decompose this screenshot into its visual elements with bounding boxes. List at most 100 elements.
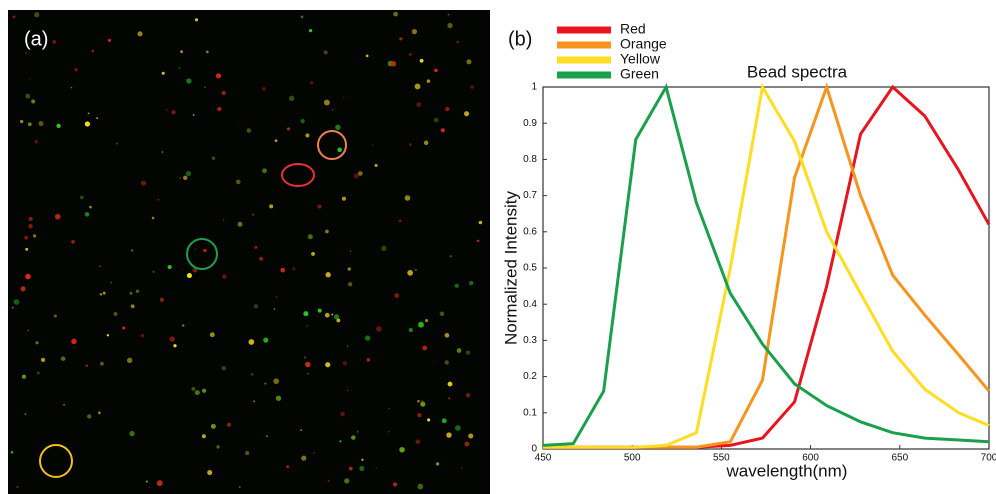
bead-dot xyxy=(313,452,315,454)
bead-dot xyxy=(427,418,431,422)
x-axis-label: wavelength(nm) xyxy=(726,461,848,480)
bead-dot xyxy=(13,299,20,305)
bead-dot xyxy=(116,142,118,145)
bead-dot xyxy=(317,204,322,209)
bead-dot xyxy=(36,371,40,375)
bead-dot xyxy=(292,267,296,271)
green-circle xyxy=(186,238,218,270)
bead-dot xyxy=(300,119,305,124)
bead-dot xyxy=(221,366,226,371)
bead-dot xyxy=(327,479,330,482)
x-tick-label: 650 xyxy=(891,453,908,464)
bead-dot xyxy=(317,308,322,313)
bead-dot xyxy=(286,127,291,131)
bead-dot xyxy=(32,234,37,238)
bead-dot xyxy=(346,345,349,347)
bead-dot xyxy=(417,413,422,418)
bead-dot xyxy=(422,345,428,351)
bead-dot xyxy=(445,106,450,112)
bead-dot xyxy=(122,326,126,330)
bead-dot xyxy=(456,348,462,353)
bead-dots xyxy=(10,11,483,490)
bead-dot xyxy=(440,128,445,133)
y-tick-label: 0.3 xyxy=(523,335,537,346)
bead-dot xyxy=(21,374,26,379)
bead-dot xyxy=(305,133,310,138)
bead-dot xyxy=(246,128,252,133)
bead-dot xyxy=(468,280,474,286)
bead-dot xyxy=(339,440,342,443)
bead-dot xyxy=(135,289,140,293)
bead-dot xyxy=(250,372,254,376)
bead-dot xyxy=(365,54,369,58)
bead-dot xyxy=(409,53,412,56)
bead-dot xyxy=(194,18,199,22)
bead-dot xyxy=(252,213,255,216)
bead-dot xyxy=(286,465,290,469)
bead-dot xyxy=(60,356,66,361)
bead-dot xyxy=(439,311,445,317)
bead-dot xyxy=(205,50,209,54)
bead-dot xyxy=(211,156,216,160)
bead-dot xyxy=(25,247,29,251)
bead-dot xyxy=(346,389,349,392)
bead-dot xyxy=(325,229,329,234)
bead-dot xyxy=(194,390,200,396)
bead-dot xyxy=(166,109,168,111)
bead-dot xyxy=(393,11,398,17)
bead-dot xyxy=(273,378,280,385)
bead-dot xyxy=(226,422,232,427)
bead-dot xyxy=(392,482,398,487)
bead-dot xyxy=(31,99,36,104)
bead-dot xyxy=(186,78,192,84)
bead-dot xyxy=(149,486,151,489)
x-tick-label: 500 xyxy=(624,453,641,464)
bead-dot xyxy=(342,96,345,99)
bead-dot xyxy=(183,175,188,180)
bead-dot xyxy=(40,357,46,363)
bead-dot xyxy=(340,411,345,417)
bead-dot xyxy=(87,112,90,115)
bead-dot xyxy=(466,393,471,398)
bead-dot xyxy=(102,291,106,295)
bead-dot xyxy=(325,272,331,278)
bead-dot xyxy=(87,414,92,419)
bead-dot xyxy=(12,15,16,19)
bead-dot xyxy=(449,255,452,258)
bead-dot xyxy=(24,413,27,416)
bead-dot xyxy=(408,327,413,333)
bead-dot xyxy=(415,269,417,271)
legend-label: Green xyxy=(620,66,659,82)
bead-dot xyxy=(28,223,33,229)
bead-dot xyxy=(203,248,207,253)
bead-dot xyxy=(311,252,315,256)
bead-dot xyxy=(333,314,340,320)
bead-dot xyxy=(194,248,197,251)
bead-dot xyxy=(222,274,227,279)
bead-dot xyxy=(182,268,184,271)
bead-dot xyxy=(372,144,374,146)
bead-dot xyxy=(417,483,424,490)
bead-dot xyxy=(259,256,264,261)
bead-dot xyxy=(263,337,269,343)
bead-dot xyxy=(129,291,133,295)
bead-dot xyxy=(34,139,39,144)
orange-circle xyxy=(317,130,347,160)
bead-dot xyxy=(27,329,30,332)
bead-dot xyxy=(52,40,57,44)
bead-dot xyxy=(182,324,185,327)
bead-dot xyxy=(35,341,39,345)
bead-dot xyxy=(301,455,307,461)
bead-dot xyxy=(390,61,397,67)
bead-dot xyxy=(331,109,334,111)
bead-dot xyxy=(407,270,414,276)
bead-dot xyxy=(468,433,474,439)
bead-dot xyxy=(145,480,148,483)
legend-swatch xyxy=(557,56,611,64)
bead-dot xyxy=(130,304,135,309)
bead-dot xyxy=(99,293,103,296)
bead-dot xyxy=(201,388,207,393)
panel-label: (b) xyxy=(508,28,532,50)
bead-dot xyxy=(447,22,453,29)
bead-dot xyxy=(307,373,309,375)
